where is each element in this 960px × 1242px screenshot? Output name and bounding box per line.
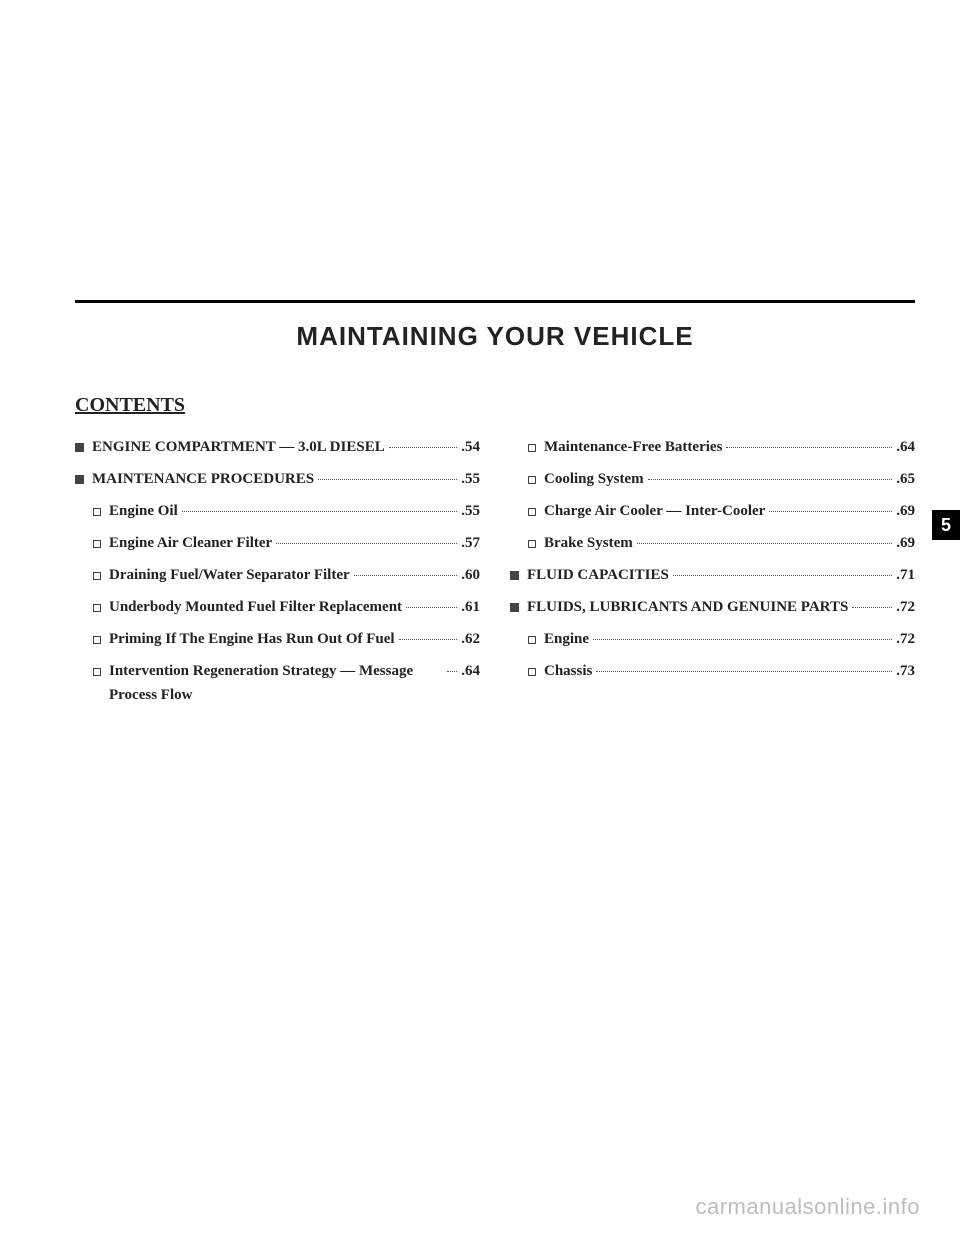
section-tab: 5 bbox=[932, 510, 960, 540]
toc-leader-dots bbox=[596, 671, 892, 672]
page-content: MAINTAINING YOUR VEHICLE CONTENTS ENGINE… bbox=[75, 300, 915, 715]
toc-page-number: .55 bbox=[461, 467, 480, 491]
top-rule bbox=[75, 300, 915, 303]
hollow-square-bullet-icon bbox=[93, 572, 101, 580]
toc-row: Draining Fuel/Water Separator Filter .60 bbox=[75, 563, 480, 587]
toc-page-number: .69 bbox=[896, 499, 915, 523]
toc-page-number: .60 bbox=[461, 563, 480, 587]
hollow-square-bullet-icon bbox=[528, 508, 536, 516]
toc-label: Chassis bbox=[544, 659, 592, 683]
square-bullet-icon bbox=[75, 475, 84, 484]
toc-leader-dots bbox=[726, 447, 892, 448]
toc-page-number: .54 bbox=[461, 435, 480, 459]
toc-leader-dots bbox=[399, 639, 458, 640]
watermark: carmanualsonline.info bbox=[695, 1194, 920, 1220]
toc-columns: ENGINE COMPARTMENT — 3.0L DIESEL .54 MAINT… bbox=[75, 435, 915, 715]
toc-page-number: .65 bbox=[896, 467, 915, 491]
hollow-square-bullet-icon bbox=[528, 540, 536, 548]
hollow-square-bullet-icon bbox=[528, 636, 536, 644]
toc-label: ENGINE COMPARTMENT — 3.0L DIESEL bbox=[92, 435, 385, 459]
hollow-square-bullet-icon bbox=[93, 540, 101, 548]
toc-page-number: .62 bbox=[461, 627, 480, 651]
toc-row: Charge Air Cooler — Inter-Cooler .69 bbox=[510, 499, 915, 523]
section-number: 5 bbox=[941, 515, 951, 536]
toc-label: Charge Air Cooler — Inter-Cooler bbox=[544, 499, 765, 523]
toc-label: Draining Fuel/Water Separator Filter bbox=[109, 563, 350, 587]
toc-page-number: .61 bbox=[461, 595, 480, 619]
toc-row: Engine Air Cleaner Filter .57 bbox=[75, 531, 480, 555]
toc-row: Engine .72 bbox=[510, 627, 915, 651]
toc-page-number: .69 bbox=[896, 531, 915, 555]
toc-leader-dots bbox=[593, 639, 892, 640]
toc-label: Engine bbox=[544, 627, 589, 651]
hollow-square-bullet-icon bbox=[528, 668, 536, 676]
toc-leader-dots bbox=[318, 479, 457, 480]
toc-page-number: .64 bbox=[896, 435, 915, 459]
toc-label: Engine Air Cleaner Filter bbox=[109, 531, 272, 555]
toc-leader-dots bbox=[648, 479, 893, 480]
toc-label: Underbody Mounted Fuel Filter Replacemen… bbox=[109, 595, 402, 619]
toc-row: Chassis .73 bbox=[510, 659, 915, 683]
toc-row: FLUID CAPACITIES .71 bbox=[510, 563, 915, 587]
toc-label: FLUID CAPACITIES bbox=[527, 563, 669, 587]
toc-label: Intervention Regeneration Strategy — Mes… bbox=[109, 659, 443, 707]
toc-label: Priming If The Engine Has Run Out Of Fue… bbox=[109, 627, 395, 651]
toc-row: Brake System .69 bbox=[510, 531, 915, 555]
hollow-square-bullet-icon bbox=[93, 604, 101, 612]
toc-row: Maintenance-Free Batteries .64 bbox=[510, 435, 915, 459]
square-bullet-icon bbox=[510, 571, 519, 580]
hollow-square-bullet-icon bbox=[528, 444, 536, 452]
toc-row: Engine Oil .55 bbox=[75, 499, 480, 523]
toc-page-number: .73 bbox=[896, 659, 915, 683]
toc-label: Maintenance-Free Batteries bbox=[544, 435, 722, 459]
toc-row: Underbody Mounted Fuel Filter Replacemen… bbox=[75, 595, 480, 619]
contents-heading: CONTENTS bbox=[75, 394, 915, 417]
square-bullet-icon bbox=[75, 443, 84, 452]
toc-leader-dots bbox=[769, 511, 892, 512]
hollow-square-bullet-icon bbox=[93, 668, 101, 676]
toc-left-column: ENGINE COMPARTMENT — 3.0L DIESEL .54 MAINT… bbox=[75, 435, 480, 715]
toc-label: Brake System bbox=[544, 531, 633, 555]
hollow-square-bullet-icon bbox=[93, 508, 101, 516]
toc-leader-dots bbox=[852, 607, 892, 608]
toc-leader-dots bbox=[447, 671, 457, 672]
toc-page-number: .55 bbox=[461, 499, 480, 523]
toc-leader-dots bbox=[637, 543, 893, 544]
toc-leader-dots bbox=[276, 543, 457, 544]
toc-row: MAINTENANCE PROCEDURES .55 bbox=[75, 467, 480, 491]
toc-leader-dots bbox=[182, 511, 457, 512]
toc-page-number: .57 bbox=[461, 531, 480, 555]
toc-leader-dots bbox=[406, 607, 457, 608]
square-bullet-icon bbox=[510, 603, 519, 612]
toc-row: ENGINE COMPARTMENT — 3.0L DIESEL .54 bbox=[75, 435, 480, 459]
toc-row: Cooling System .65 bbox=[510, 467, 915, 491]
hollow-square-bullet-icon bbox=[528, 476, 536, 484]
toc-leader-dots bbox=[389, 447, 458, 448]
hollow-square-bullet-icon bbox=[93, 636, 101, 644]
toc-page-number: .64 bbox=[461, 659, 480, 683]
toc-right-column: Maintenance-Free Batteries .64 Cooling Sys… bbox=[510, 435, 915, 715]
toc-row: Intervention Regeneration Strategy — Mes… bbox=[75, 659, 480, 707]
toc-label: FLUIDS, LUBRICANTS AND GENUINE PARTS bbox=[527, 595, 848, 619]
chapter-title: MAINTAINING YOUR VEHICLE bbox=[75, 321, 915, 352]
toc-label: Engine Oil bbox=[109, 499, 178, 523]
toc-label: Cooling System bbox=[544, 467, 644, 491]
toc-row: FLUIDS, LUBRICANTS AND GENUINE PARTS .72 bbox=[510, 595, 915, 619]
toc-page-number: .72 bbox=[896, 595, 915, 619]
toc-page-number: .72 bbox=[896, 627, 915, 651]
toc-label: MAINTENANCE PROCEDURES bbox=[92, 467, 314, 491]
toc-leader-dots bbox=[673, 575, 892, 576]
toc-leader-dots bbox=[354, 575, 458, 576]
toc-page-number: .71 bbox=[896, 563, 915, 587]
toc-row: Priming If The Engine Has Run Out Of Fue… bbox=[75, 627, 480, 651]
